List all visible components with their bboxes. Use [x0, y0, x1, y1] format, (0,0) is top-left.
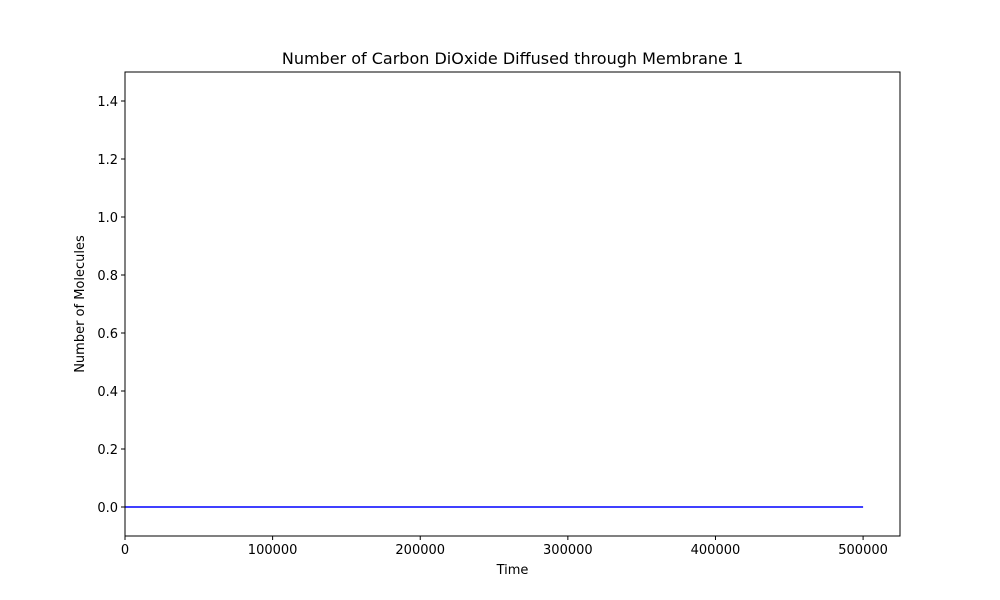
y-tick-label: 0.8 — [97, 269, 118, 284]
y-axis: 0.0 0.2 0.4 0.6 0.8 1.0 1.2 1.4 — [97, 95, 125, 516]
chart-title: Number of Carbon DiOxide Diffused throug… — [282, 49, 743, 68]
y-tick-label: 1.0 — [97, 211, 118, 226]
x-tick-label: 300000 — [543, 543, 593, 558]
x-tick-label: 400000 — [691, 543, 741, 558]
y-tick-label: 0.6 — [97, 327, 118, 342]
axes-frame — [124, 71, 901, 537]
y-tick-label: 0.2 — [97, 443, 118, 458]
x-tick-label: 500000 — [838, 543, 888, 558]
y-tick-label: 0.0 — [97, 501, 118, 516]
y-tick-label: 1.4 — [97, 95, 118, 110]
x-tick-label: 0 — [121, 543, 129, 558]
x-axis: 0 100000 200000 300000 400000 500000 — [121, 536, 888, 558]
y-tick-label: 0.4 — [97, 385, 118, 400]
x-axis-label: Time — [496, 563, 529, 578]
x-tick-label: 100000 — [248, 543, 298, 558]
x-tick-label: 200000 — [395, 543, 445, 558]
y-axis-label: Number of Molecules — [73, 235, 88, 373]
y-tick-label: 1.2 — [97, 153, 118, 168]
